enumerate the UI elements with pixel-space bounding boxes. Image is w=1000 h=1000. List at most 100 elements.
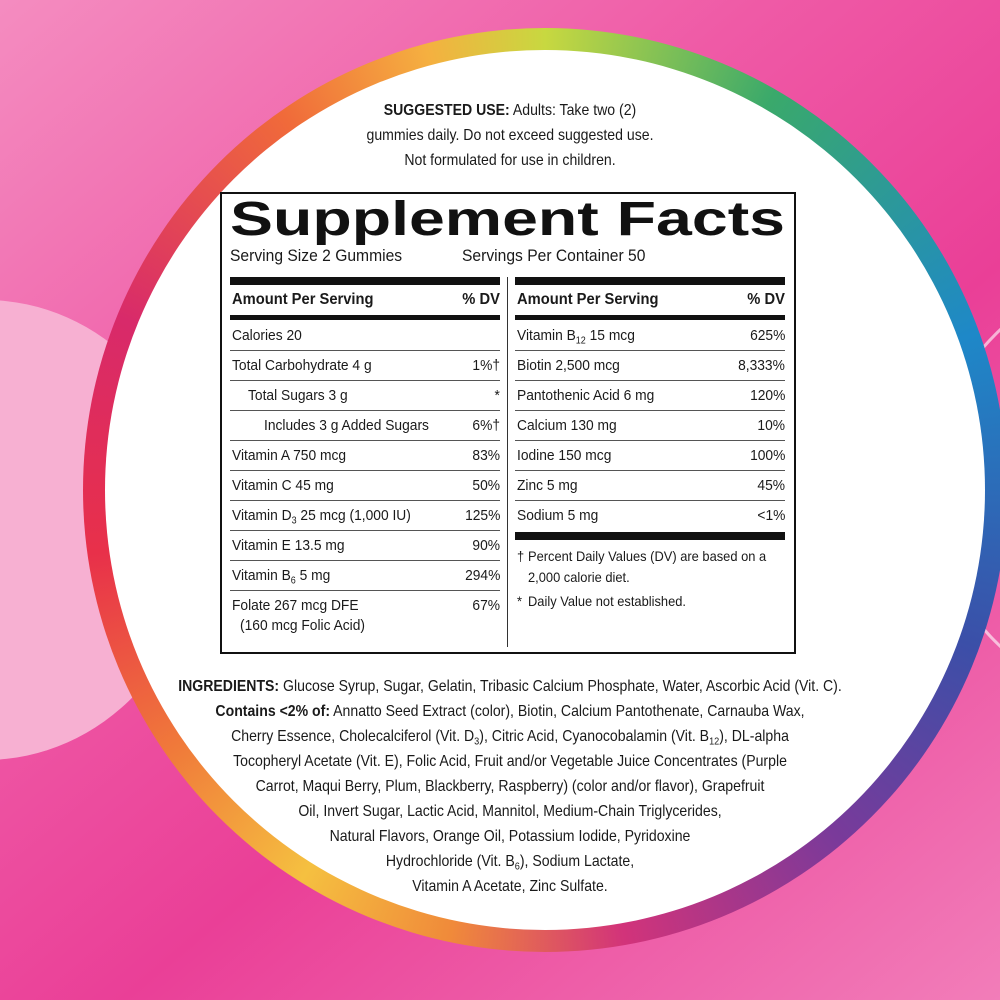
footnote-text: Percent Daily Values (DV) are based on a xyxy=(528,548,767,564)
header-amount: Amount Per Serving xyxy=(517,291,659,308)
nutrient-name: Vitamin B6 5 mg xyxy=(232,567,330,586)
ingredients-line: Hydrochloride (Vit. B6), Sodium Lactate, xyxy=(96,849,923,880)
nutrient-dv: <1% xyxy=(756,507,785,524)
text: Zinc 5 mg xyxy=(517,477,578,494)
text-run: ), DL-alpha xyxy=(719,728,789,745)
subscript: 12 xyxy=(709,736,720,748)
nutrient-name: Total Carbohydrate 4 g xyxy=(232,357,372,374)
text: Total Carbohydrate 4 g xyxy=(232,357,372,374)
ingredients-line: Natural Flavors, Orange Oil, Potassium I… xyxy=(96,824,923,849)
thick-bar xyxy=(230,277,500,285)
thick-bar xyxy=(515,277,785,285)
nutrient-dv: 125% xyxy=(464,507,500,524)
nutrient-name: Includes 3 g Added Sugars xyxy=(264,417,429,434)
nutrient-dv: 10% xyxy=(757,417,785,434)
nutrient-name: Vitamin D3 25 mcg (1,000 IU) xyxy=(232,507,411,526)
title-svg: Supplement Facts xyxy=(230,193,785,246)
text: Vitamin C 45 mg xyxy=(232,477,334,494)
nutrient-dv: 625% xyxy=(749,327,785,344)
text-run: Oil, Invert Sugar, Lactic Acid, Mannitol… xyxy=(298,803,722,820)
text: Total Sugars 3 g xyxy=(248,387,348,404)
nutrient-name: Sodium 5 mg xyxy=(517,507,598,524)
row-rule xyxy=(230,470,500,471)
nutrient-dv: * xyxy=(494,387,500,404)
text: Calories 20 xyxy=(232,327,302,344)
text: Sodium 5 mg xyxy=(517,507,599,524)
text-run: gummies daily. Do not exceed suggested u… xyxy=(366,127,654,144)
nutrient-name: Calcium 130 mg xyxy=(517,417,617,434)
row-rule xyxy=(230,500,500,501)
row-rule xyxy=(230,380,500,381)
text: Folate 267 mcg DFE xyxy=(232,597,359,614)
nutrient-name: Zinc 5 mg xyxy=(517,477,578,494)
text: Iodine 150 mcg xyxy=(517,447,612,464)
row-rule xyxy=(230,350,500,351)
nutrient-note: (160 mcg Folic Acid) xyxy=(240,617,366,634)
text-run: 15 mcg xyxy=(585,327,635,344)
row-rule xyxy=(515,470,785,471)
header-amount: Amount Per Serving xyxy=(232,291,374,308)
text-run: Adults: Take two (2) xyxy=(509,102,637,119)
text-run: 25 mcg (1,000 IU) xyxy=(296,507,411,524)
subscript: 3 xyxy=(474,736,480,748)
nutrient-dv: 83% xyxy=(472,447,500,464)
nutrient-dv: 6%† xyxy=(472,417,500,434)
nutrient-name: Vitamin A 750 mcg xyxy=(232,447,346,464)
row-rule xyxy=(230,560,500,561)
text: Pantothenic Acid 6 mg xyxy=(517,387,655,404)
text-run: Not formulated for use in children. xyxy=(404,152,616,169)
nutrient-dv: 67% xyxy=(472,597,500,614)
text: Vitamin A 750 mcg xyxy=(232,447,347,464)
row-rule xyxy=(515,440,785,441)
nutrient-dv: 90% xyxy=(472,537,500,554)
column-separator xyxy=(507,277,508,647)
text: Includes 3 g Added Sugars xyxy=(264,417,429,434)
text-run: Hydrochloride (Vit. B xyxy=(385,853,515,870)
nutrient-name: Biotin 2,500 mcg xyxy=(517,357,620,374)
text-run: INGREDIENTS: xyxy=(178,678,280,695)
nutrient-dv: 294% xyxy=(464,567,500,584)
ingredients-line: Vitamin A Acetate, Zinc Sulfate. xyxy=(96,874,923,899)
nutrient-name: Vitamin C 45 mg xyxy=(232,477,334,494)
text-run: Natural Flavors, Orange Oil, Potassium I… xyxy=(329,828,691,845)
text-run: 5 mg xyxy=(295,567,331,584)
row-rule xyxy=(230,590,500,591)
text: Calcium 130 mg xyxy=(517,417,617,434)
suggested-use-line: Not formulated for use in children. xyxy=(246,148,774,173)
ingredients-line: Cherry Essence, Cholecalciferol (Vit. D3… xyxy=(96,724,923,755)
text: Vitamin E 13.5 mg xyxy=(232,537,345,554)
nutrient-dv: 45% xyxy=(757,477,785,494)
footnote-text: 2,000 calorie diet. xyxy=(528,569,630,585)
facts-box xyxy=(220,192,796,654)
header-dv: % DV xyxy=(747,291,785,308)
row-rule xyxy=(515,380,785,381)
nutrient-dv: 100% xyxy=(749,447,785,464)
ingredients-line: Carrot, Maqui Berry, Plum, Blackberry, R… xyxy=(96,774,923,799)
ingredients-line: Oil, Invert Sugar, Lactic Acid, Mannitol… xyxy=(96,799,923,824)
row-rule xyxy=(515,350,785,351)
text-run: Vitamin B xyxy=(232,567,291,584)
nutrient-name: Calories 20 xyxy=(232,327,302,344)
nutrient-dv: 50% xyxy=(472,477,500,494)
ingredients-line: Contains <2% of: Annatto Seed Extract (c… xyxy=(96,699,923,724)
row-rule xyxy=(230,440,500,441)
medium-bar xyxy=(515,315,785,320)
text-run: ), Citric Acid, Cyanocobalamin (Vit. B xyxy=(479,728,710,745)
text-run: Vitamin A Acetate, Zinc Sulfate. xyxy=(412,878,608,895)
ingredients-line: INGREDIENTS: Glucose Syrup, Sugar, Gelat… xyxy=(96,674,923,699)
row-rule xyxy=(230,410,500,411)
text-run: Carrot, Maqui Berry, Plum, Blackberry, R… xyxy=(255,778,765,795)
row-rule xyxy=(230,530,500,531)
text: Biotin 2,500 mcg xyxy=(517,357,620,374)
text-run: ), Sodium Lactate, xyxy=(519,853,635,870)
footnote-symbol: * xyxy=(517,593,523,609)
serving-size: Serving Size 2 Gummies xyxy=(230,246,403,265)
servings-per-container: Servings Per Container 50 xyxy=(462,246,646,265)
nutrient-name: Pantothenic Acid 6 mg xyxy=(517,387,654,404)
nutrient-dv: 120% xyxy=(749,387,785,404)
suggested-use-line: SUGGESTED USE: Adults: Take two (2) xyxy=(246,98,774,123)
nutrient-name: Vitamin E 13.5 mg xyxy=(232,537,345,554)
nutrient-name: Vitamin B12 15 mcg xyxy=(517,327,635,346)
